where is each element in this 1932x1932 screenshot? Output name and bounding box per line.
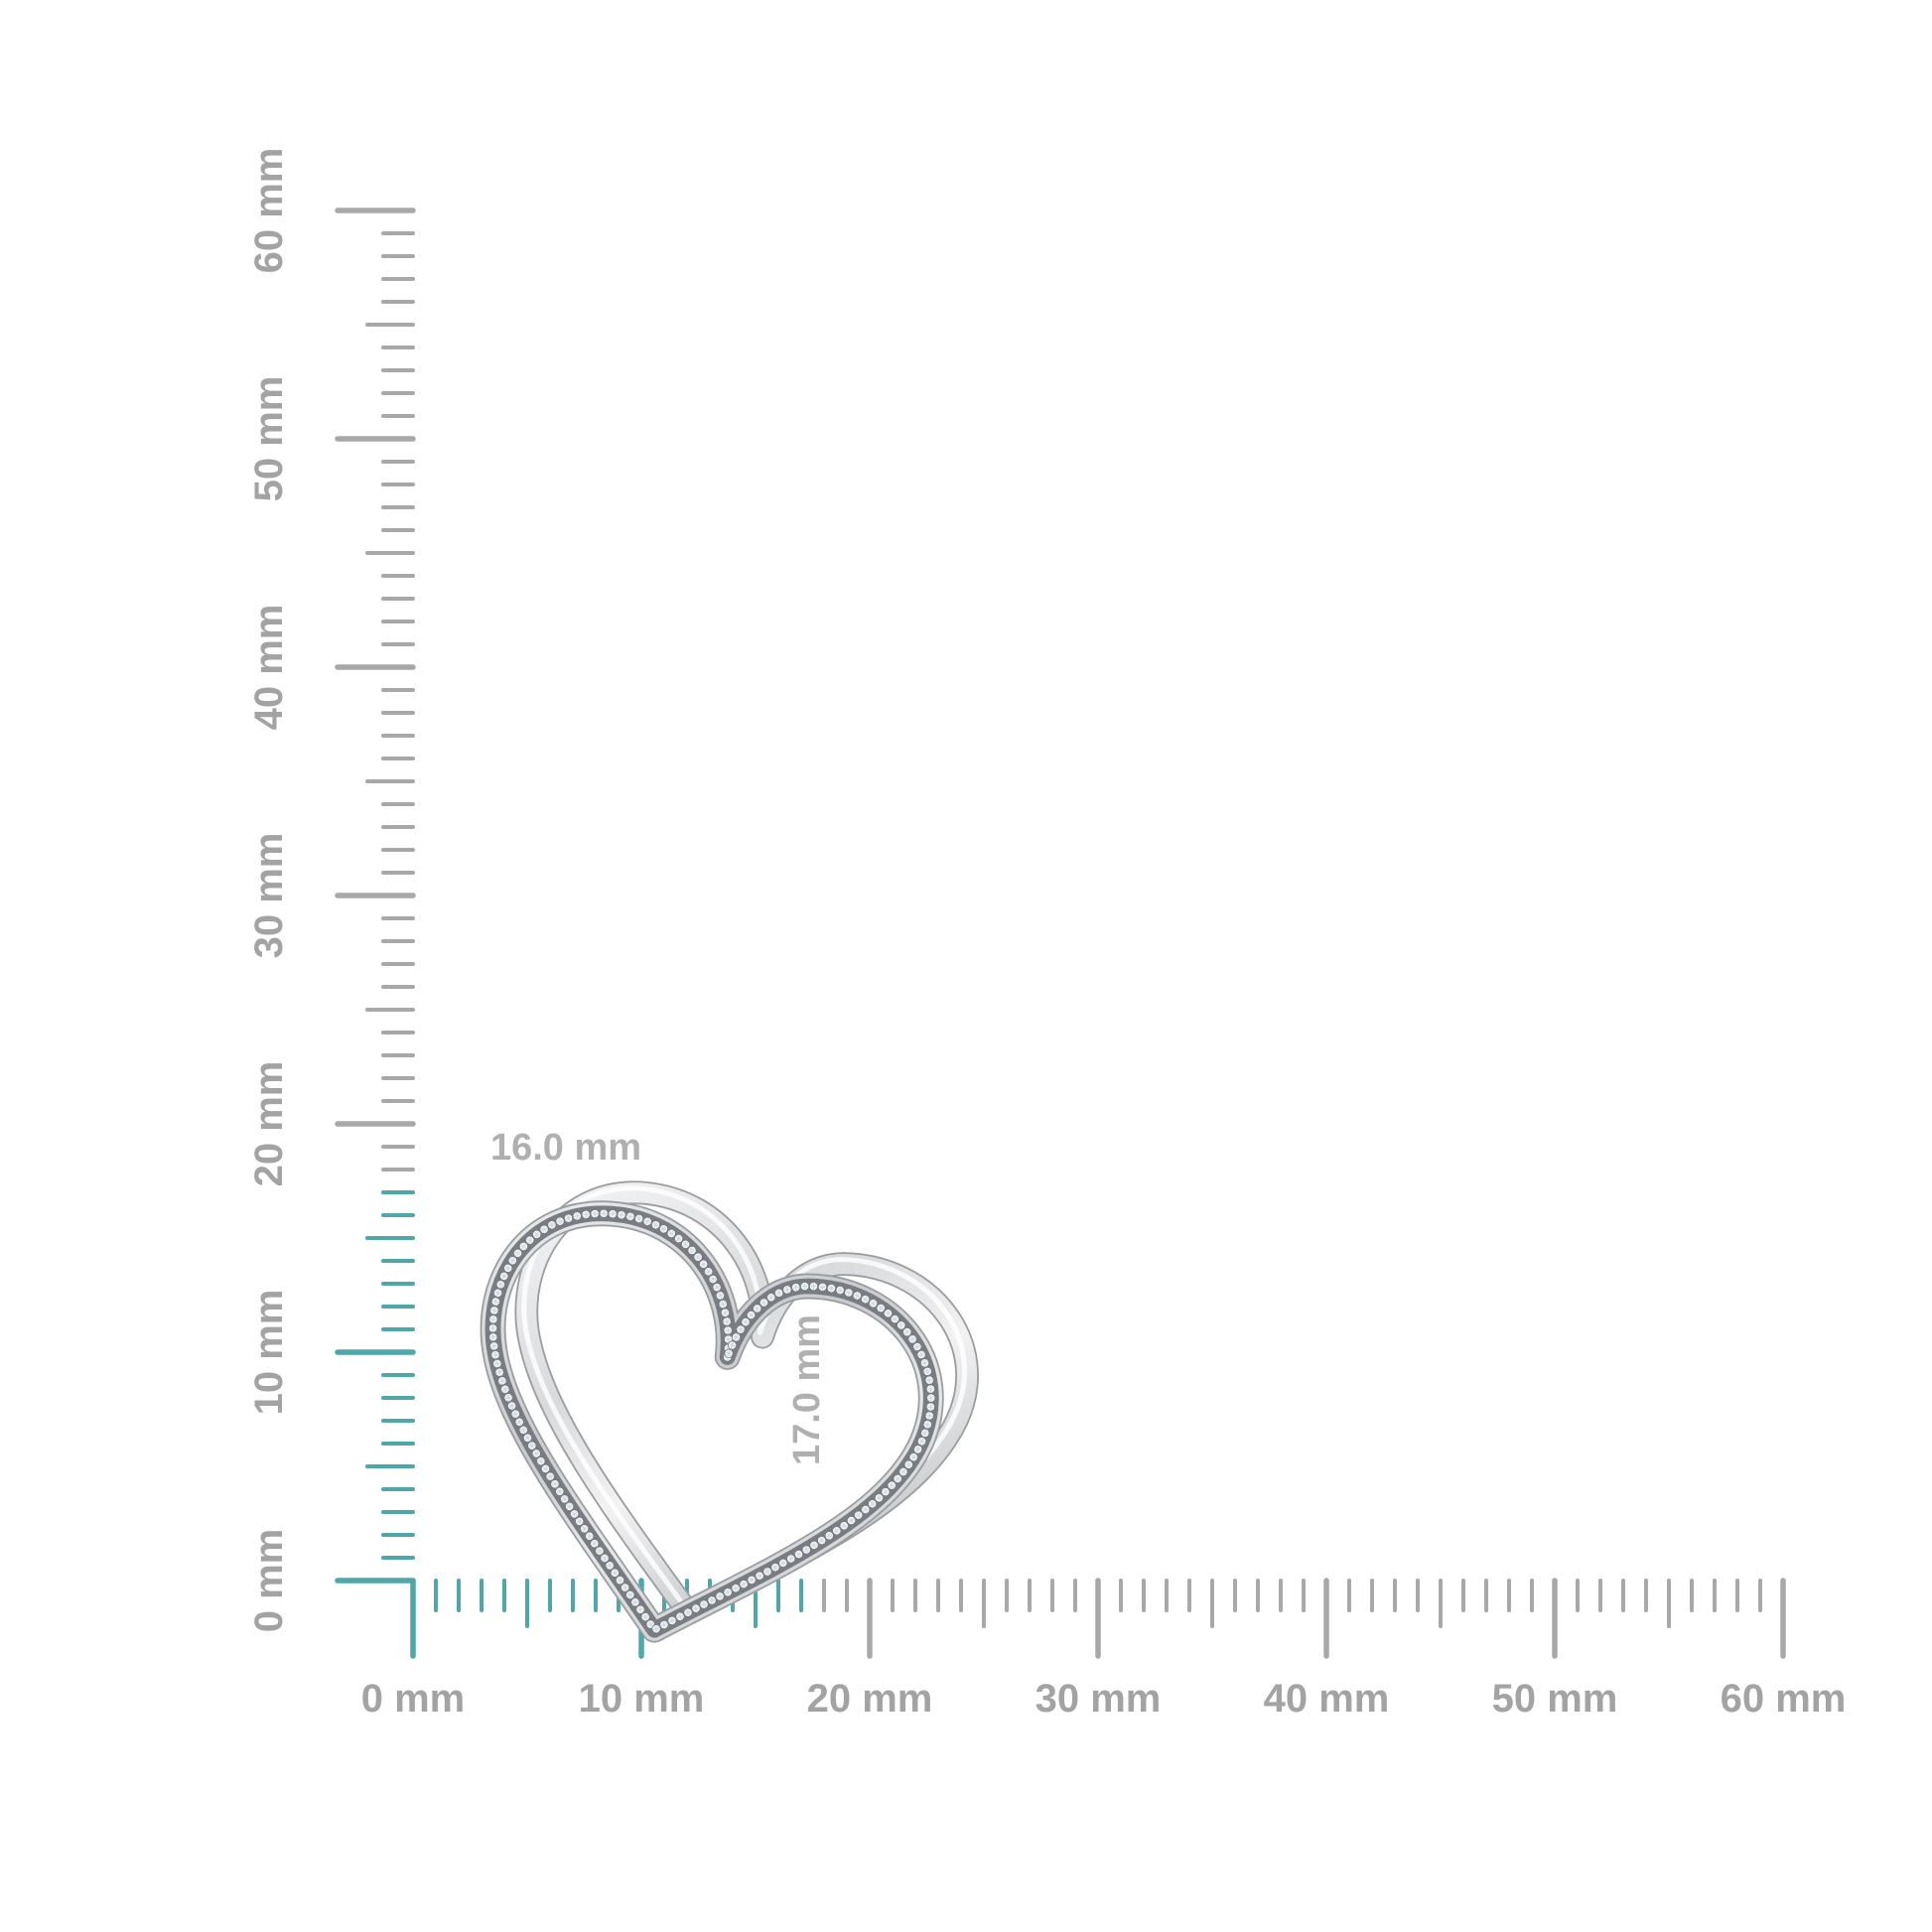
- svg-text:20 mm: 20 mm: [807, 1677, 933, 1721]
- svg-text:10 mm: 10 mm: [247, 1290, 291, 1416]
- svg-text:30 mm: 30 mm: [1035, 1677, 1162, 1721]
- svg-text:20 mm: 20 mm: [247, 1061, 291, 1187]
- svg-text:40 mm: 40 mm: [1264, 1677, 1390, 1721]
- svg-text:30 mm: 30 mm: [247, 833, 291, 959]
- svg-text:40 mm: 40 mm: [247, 605, 291, 731]
- svg-text:50 mm: 50 mm: [247, 376, 291, 502]
- svg-text:10 mm: 10 mm: [579, 1677, 705, 1721]
- svg-text:17.0 mm: 17.0 mm: [786, 1314, 828, 1465]
- svg-text:60 mm: 60 mm: [247, 148, 291, 274]
- svg-text:60 mm: 60 mm: [1721, 1677, 1847, 1721]
- svg-text:0 mm: 0 mm: [247, 1529, 291, 1633]
- svg-text:50 mm: 50 mm: [1492, 1677, 1618, 1721]
- svg-text:0 mm: 0 mm: [361, 1677, 466, 1721]
- svg-text:16.0 mm: 16.0 mm: [490, 1127, 641, 1169]
